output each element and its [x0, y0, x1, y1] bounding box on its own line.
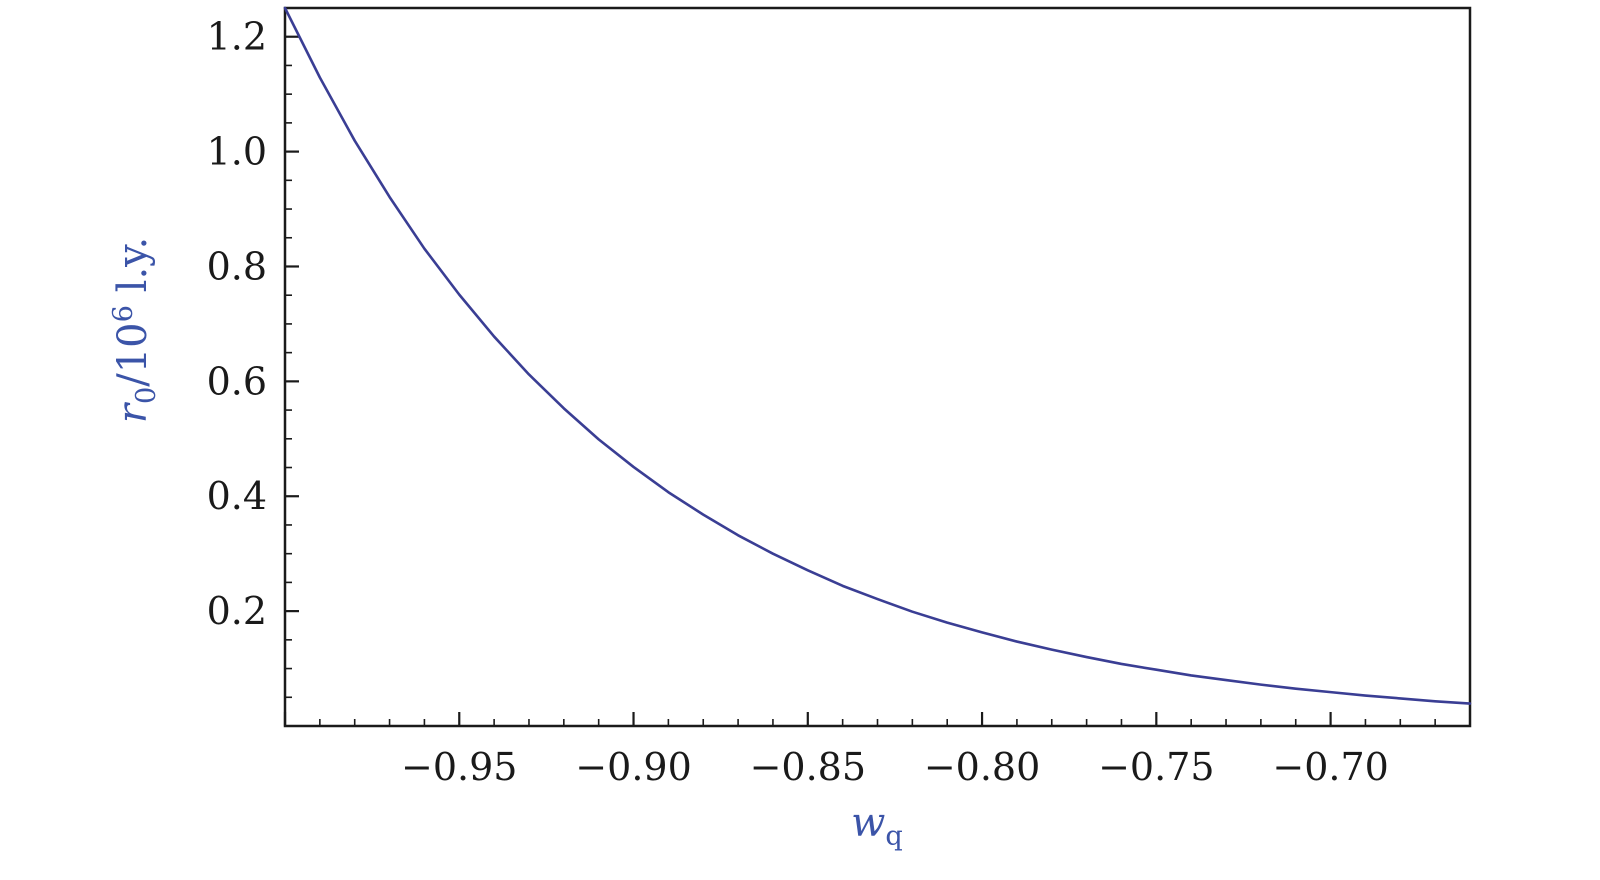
y-tick-label: 0.8: [207, 244, 267, 288]
y-axis-label-exponent: 6: [107, 305, 139, 323]
y-axis-label-units: l.y.: [110, 236, 157, 306]
data-curve: [283, 6, 1472, 705]
x-axis-label-subscript: q: [885, 821, 903, 852]
x-axis-label-symbol: w: [851, 800, 886, 846]
x-tick-label: −0.90: [575, 745, 691, 789]
y-tick-label: 1.0: [207, 130, 267, 174]
x-axis-label: wq: [851, 800, 903, 852]
y-tick-label: 1.2: [207, 15, 267, 59]
y-tick-label: 0.6: [207, 359, 267, 403]
y-tick-label: 0.4: [207, 474, 267, 518]
y-axis-label: r0/106 l.y.: [108, 237, 162, 423]
plot-frame: [283, 6, 1472, 728]
y-tick-label: 0.2: [207, 589, 267, 633]
x-tick-label: −0.70: [1272, 745, 1388, 789]
y-axis-label-subscript: 0: [131, 386, 163, 405]
y-axis-label-symbol: r: [110, 404, 157, 424]
y-axis-label-units-prefix: /10: [110, 322, 157, 387]
x-tick-label: −0.85: [750, 745, 866, 789]
x-tick-label: −0.80: [924, 745, 1040, 789]
x-tick-label: −0.95: [401, 745, 517, 789]
x-tick-label: −0.75: [1098, 745, 1214, 789]
